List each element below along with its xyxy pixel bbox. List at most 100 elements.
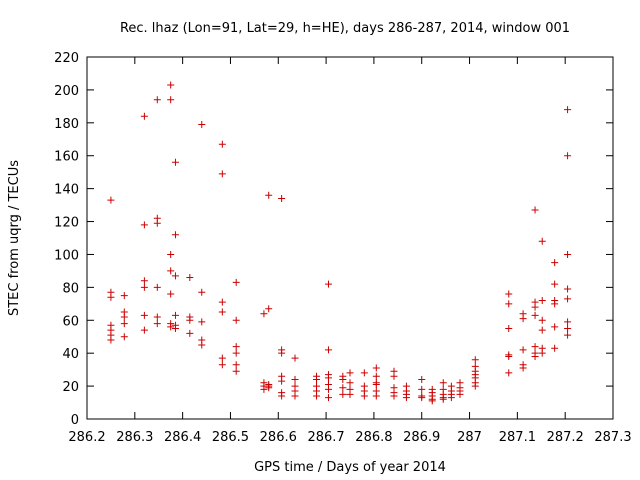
- data-points: [107, 81, 572, 405]
- data-point: [538, 297, 546, 305]
- data-point: [390, 392, 398, 400]
- data-point: [218, 140, 226, 148]
- data-point: [538, 237, 546, 245]
- data-point: [218, 354, 226, 362]
- data-point: [372, 364, 380, 372]
- y-tick-label: 20: [62, 380, 79, 395]
- x-tick-label: 287: [457, 430, 482, 445]
- data-point: [232, 316, 240, 324]
- data-point: [232, 343, 240, 351]
- x-tick-label: 286.7: [307, 430, 344, 445]
- data-point: [551, 323, 559, 331]
- data-point: [218, 298, 226, 306]
- data-point: [564, 331, 572, 339]
- data-point: [564, 285, 572, 293]
- data-point: [313, 376, 321, 384]
- data-point: [339, 384, 347, 392]
- y-tick-label: 140: [54, 183, 79, 198]
- data-point: [313, 392, 321, 400]
- data-point: [418, 376, 426, 384]
- data-point: [439, 395, 447, 403]
- data-point: [167, 250, 175, 258]
- data-point: [564, 295, 572, 303]
- data-point: [418, 394, 426, 402]
- data-point: [153, 219, 161, 227]
- data-point: [260, 385, 268, 393]
- data-point: [324, 394, 332, 402]
- plot-frame: [86, 56, 614, 420]
- data-point: [324, 280, 332, 288]
- data-point: [120, 313, 128, 321]
- data-point: [551, 300, 559, 308]
- data-point: [531, 343, 539, 351]
- data-point: [402, 394, 410, 402]
- data-point: [167, 290, 175, 298]
- data-point: [390, 372, 398, 380]
- data-point: [265, 305, 273, 313]
- y-tick-label: 220: [54, 51, 79, 66]
- y-tick-label: 120: [54, 216, 79, 231]
- data-point: [564, 325, 572, 332]
- x-tick-label: 287.3: [594, 430, 631, 445]
- data-point: [153, 320, 161, 328]
- data-point: [418, 385, 426, 393]
- data-point: [324, 385, 332, 393]
- chart-title: Rec. lhaz (Lon=91, Lat=29, h=HE), days 2…: [120, 21, 570, 36]
- y-tick-label: 160: [54, 150, 79, 165]
- data-point: [339, 390, 347, 398]
- data-point: [218, 361, 226, 369]
- data-point: [505, 300, 513, 308]
- data-point: [505, 369, 513, 377]
- data-point: [167, 267, 175, 275]
- data-point: [171, 325, 179, 332]
- data-point: [538, 316, 546, 324]
- data-point: [278, 195, 286, 203]
- data-point: [471, 356, 479, 364]
- data-point: [232, 367, 240, 375]
- data-point: [167, 96, 175, 104]
- data-point: [519, 364, 527, 372]
- data-point: [291, 354, 299, 362]
- data-point: [153, 96, 161, 104]
- x-tick-label: 286.3: [116, 430, 153, 445]
- data-point: [324, 374, 332, 382]
- data-point: [198, 318, 206, 326]
- data-point: [505, 352, 513, 360]
- data-point: [171, 272, 179, 280]
- data-point: [346, 379, 354, 387]
- data-point: [107, 293, 115, 301]
- data-point: [120, 333, 128, 341]
- data-point: [167, 323, 175, 331]
- data-point: [265, 191, 273, 199]
- x-tick-label: 286.2: [68, 430, 105, 445]
- x-tick-label: 286.6: [260, 430, 297, 445]
- data-point: [153, 283, 161, 291]
- data-point: [531, 352, 539, 360]
- y-tick-label: 80: [62, 281, 79, 296]
- y-axis-label: STEC from uqrg / TECUs: [7, 160, 22, 316]
- data-point: [428, 397, 436, 405]
- data-point: [107, 196, 115, 204]
- data-point: [471, 382, 479, 390]
- data-point: [551, 259, 559, 267]
- data-point: [324, 346, 332, 354]
- data-point: [538, 349, 546, 357]
- y-tick-label: 60: [62, 314, 79, 329]
- data-point: [372, 380, 380, 388]
- data-point: [140, 221, 148, 229]
- data-point: [140, 326, 148, 334]
- data-point: [564, 152, 572, 160]
- data-point: [198, 288, 206, 296]
- data-point: [186, 316, 194, 324]
- data-point: [265, 384, 273, 392]
- x-tick-label: 286.8: [355, 430, 392, 445]
- data-point: [278, 377, 286, 385]
- y-tick-label: 100: [54, 248, 79, 263]
- y-tick-label: 200: [54, 84, 79, 99]
- data-point: [346, 369, 354, 377]
- data-point: [372, 372, 380, 380]
- x-tick-label: 286.5: [212, 430, 249, 445]
- data-point: [564, 250, 572, 258]
- data-point: [531, 311, 539, 319]
